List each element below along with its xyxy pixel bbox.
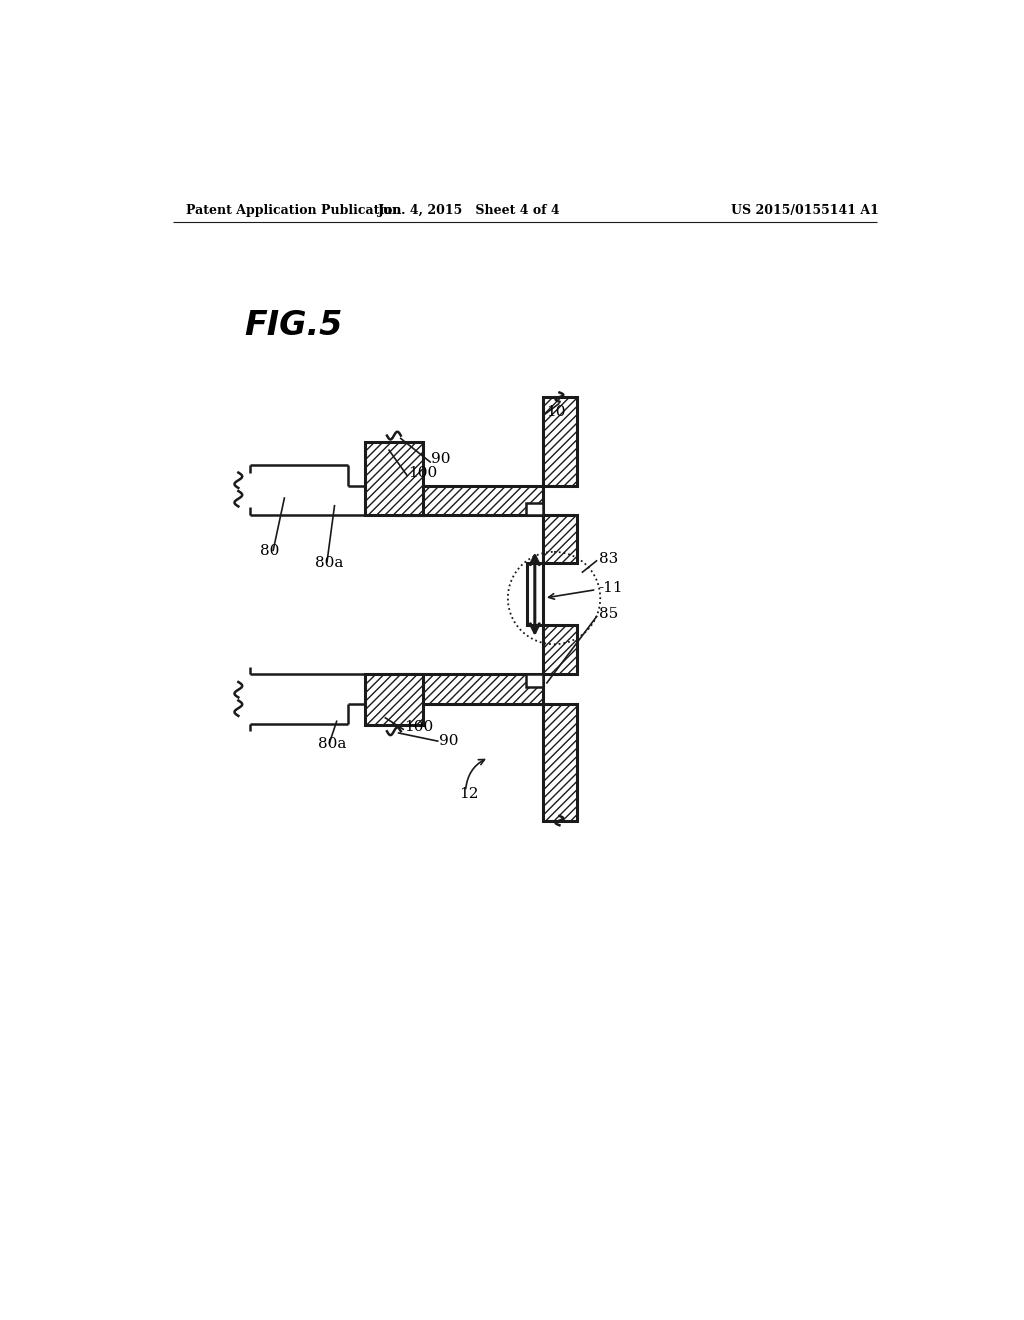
- Text: 12: 12: [460, 787, 479, 801]
- Bar: [543, 397, 578, 486]
- Text: 90: 90: [431, 451, 451, 466]
- Text: US 2015/0155141 A1: US 2015/0155141 A1: [731, 205, 879, 218]
- Text: 83: 83: [599, 552, 617, 566]
- Bar: [525, 503, 543, 515]
- Text: 85: 85: [599, 607, 617, 622]
- Text: 10: 10: [547, 405, 566, 420]
- Text: 80a: 80a: [315, 556, 344, 570]
- Text: 80a: 80a: [317, 737, 346, 751]
- Bar: [543, 626, 578, 675]
- Bar: [543, 515, 578, 564]
- Text: 100: 100: [408, 466, 437, 479]
- Text: Patent Application Publication: Patent Application Publication: [186, 205, 401, 218]
- Bar: [525, 675, 543, 686]
- Bar: [366, 675, 423, 725]
- Text: Jun. 4, 2015   Sheet 4 of 4: Jun. 4, 2015 Sheet 4 of 4: [378, 205, 561, 218]
- Bar: [366, 442, 423, 515]
- Text: FIG.5: FIG.5: [245, 309, 343, 342]
- Bar: [543, 704, 578, 821]
- Bar: [396, 486, 543, 515]
- Text: 80: 80: [260, 544, 280, 558]
- Text: -11: -11: [599, 581, 624, 595]
- Bar: [396, 675, 543, 704]
- Text: 100: 100: [403, 719, 433, 734]
- Bar: [527, 564, 543, 626]
- Text: 90: 90: [438, 734, 458, 747]
